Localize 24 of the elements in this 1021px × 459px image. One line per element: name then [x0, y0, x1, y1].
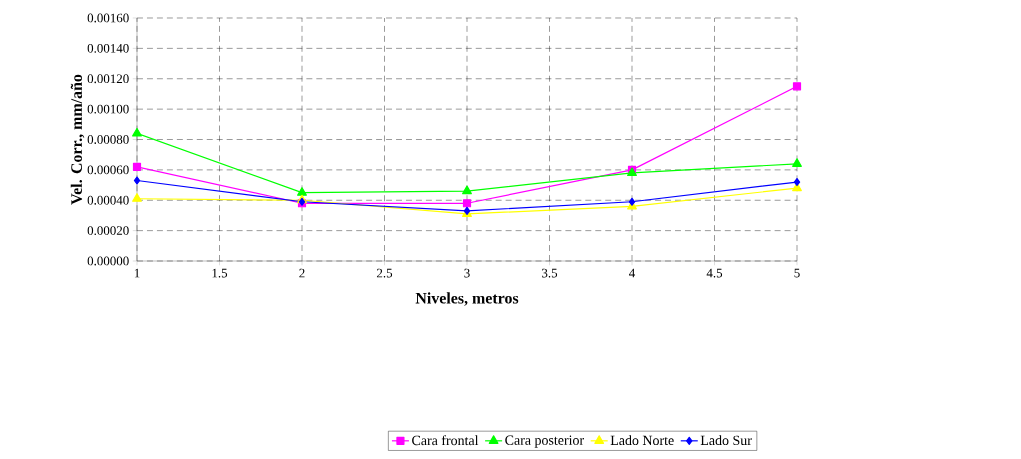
legend-label: Cara frontal	[412, 435, 479, 446]
x-tick-label: 5	[794, 268, 800, 278]
x-tick-label: 4	[629, 268, 636, 278]
x-tick-label: 1	[134, 268, 140, 278]
x-tick-label: 4.5	[706, 268, 723, 278]
x-tick-label: 1.5	[212, 268, 228, 278]
x-tick-label: 3.5	[542, 268, 558, 278]
y-tick-label: 0.00100	[87, 104, 129, 114]
y-axis-title: Vel. Corr., mm/año	[70, 74, 85, 205]
x-axis-title: Niveles, metros	[415, 292, 519, 306]
y-tick-label: 0.00080	[87, 135, 129, 144]
legend-label: Cara posterior	[505, 435, 584, 448]
y-tick-label: 0.00120	[87, 74, 129, 84]
legend-label: Lado Sur	[700, 435, 752, 446]
legend-label: Lado Norte	[610, 435, 674, 446]
y-tick-label: 0.00040	[87, 195, 129, 205]
x-tick-label: 3	[464, 268, 470, 278]
y-tick-label: 0.00000	[87, 256, 129, 266]
y-tick-label: 0.00160	[87, 13, 129, 23]
y-tick-label: 0.00060	[87, 165, 129, 175]
x-tick-label: 2	[299, 268, 305, 278]
y-tick-label: 0.00140	[87, 43, 129, 53]
x-tick-label: 2.5	[376, 268, 393, 278]
y-tick-label: 0.00020	[87, 226, 129, 236]
